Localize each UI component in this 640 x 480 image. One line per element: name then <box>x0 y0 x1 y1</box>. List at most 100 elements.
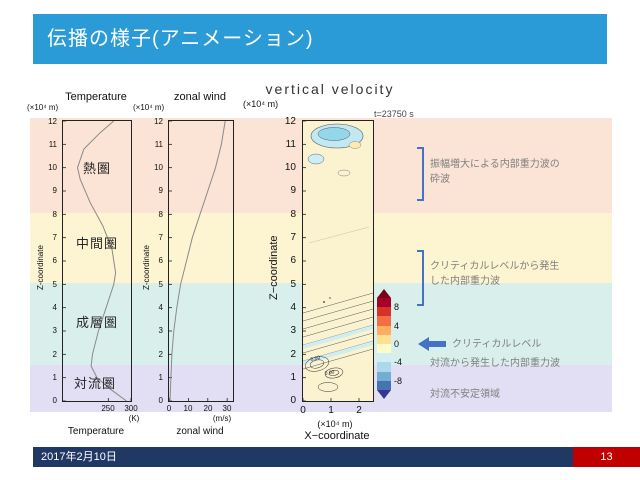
y-tick-label: 12 <box>284 115 296 127</box>
annotation-convection-waves: 対流から発生した内部重力波 <box>430 356 560 371</box>
colorbar-segment <box>377 325 391 335</box>
y-tick-label: 9 <box>158 186 163 196</box>
temperature-x-unit: (K) <box>128 414 140 423</box>
annotation-line: 対流不安定領域 <box>430 389 500 400</box>
vertical-velocity-y-unit: (×10⁴ m) <box>243 99 279 109</box>
y-tick-label: 5 <box>290 278 296 290</box>
x-tick-label: 1 <box>328 405 334 416</box>
slide-title: 伝播の様子(アニメーション) <box>47 28 314 50</box>
y-tick-label: 2 <box>290 348 296 360</box>
y-tick-label: 1 <box>158 373 163 383</box>
contour-label: 0.00 <box>310 355 321 363</box>
y-tick-label: 7 <box>290 232 296 244</box>
bracket-critical-level-waves <box>417 250 424 306</box>
colorbar-segment <box>377 362 391 372</box>
temperature-x-axis-label: Temperature <box>67 426 125 437</box>
colorbar-tick-label: 0 <box>394 338 400 349</box>
x-tick-label: 10 <box>183 404 193 413</box>
vertical-velocity-y-ticks: 12 11 10 9 8 7 6 5 4 3 2 1 0 <box>276 116 296 407</box>
annotation-line: クリティカルレベルから発生 <box>430 261 560 272</box>
annotation-line: クリティカルレベル <box>452 339 542 350</box>
y-tick-label: 7 <box>158 233 163 243</box>
colorbar-bottom-arrow <box>377 390 391 399</box>
page-number: 13 <box>573 447 640 467</box>
colorbar-tick-label: -8 <box>394 375 403 386</box>
colorbar-segment <box>377 298 391 308</box>
y-tick-label: 7 <box>52 233 57 243</box>
colorbar-segment <box>377 380 391 391</box>
y-tick-label: 3 <box>52 326 57 336</box>
y-tick-label: 0 <box>52 396 57 406</box>
temperature-curve <box>63 121 131 401</box>
layer-label-troposphere: 対流圏 <box>74 376 117 391</box>
y-tick-label: 8 <box>52 209 57 219</box>
y-tick-label: 4 <box>290 302 296 314</box>
layer-label-stratosphere: 成層圏 <box>76 315 119 330</box>
contour-label: 0.00 <box>324 369 335 377</box>
y-tick-label: 12 <box>48 116 57 126</box>
y-tick-label: 4 <box>158 303 163 313</box>
annotation-line: 砕波 <box>430 174 450 185</box>
annotation-critical-level-waves: クリティカルレベルから発生 した内部重力波 <box>430 259 559 289</box>
layer-label-thermosphere: 熱圏 <box>83 161 112 176</box>
zonal-wind-y-unit: (×10⁴ m) <box>133 103 165 112</box>
temperature-y-unit: (×10⁴ m) <box>27 103 59 112</box>
y-tick-label: 4 <box>52 303 57 313</box>
zonal-wind-plot-area <box>168 120 234 402</box>
colorbar-segment <box>377 307 391 317</box>
y-tick-label: 11 <box>285 138 296 150</box>
x-tick-label: 0 <box>166 404 172 413</box>
colorbar-segment <box>377 371 391 381</box>
vertical-velocity-plot-title: vertical velocity <box>265 81 395 97</box>
y-tick-label: 11 <box>154 139 163 149</box>
temperature-plot-title: Temperature <box>65 91 127 103</box>
colorbar-segment <box>377 316 391 326</box>
footer-date-bar: 2017年2月10日 <box>33 447 573 467</box>
colorbar-tick-label: -4 <box>394 357 403 368</box>
y-tick-label: 10 <box>154 163 163 173</box>
y-tick-label: 5 <box>158 279 163 289</box>
colorbar-tick-labels: 8 4 0 -4 -8 <box>394 298 416 390</box>
y-tick-label: 1 <box>52 373 57 383</box>
y-tick-label: 11 <box>48 139 57 149</box>
annotation-line: 振幅増大による内部重力波の <box>430 159 560 170</box>
colorbar-segment <box>377 334 391 345</box>
zonal-wind-plot-title: zonal wind <box>174 91 226 103</box>
temperature-y-ticks: 12 11 10 9 8 7 6 5 4 3 2 1 0 <box>39 117 57 406</box>
x-tick-label: 0 <box>300 405 306 416</box>
y-tick-label: 8 <box>158 209 163 219</box>
y-tick-label: 3 <box>290 325 296 337</box>
footer-date: 2017年2月10日 <box>41 451 117 463</box>
colorbar-segment <box>377 353 391 363</box>
layer-label-mesosphere: 中間圏 <box>76 236 119 251</box>
annotation-unstable-region: 対流不安定領域 <box>430 387 500 402</box>
zonal-wind-y-ticks: 12 11 10 9 8 7 6 5 4 3 2 1 0 <box>145 117 163 406</box>
vertical-velocity-plot-area: 0.00 0.00 <box>302 120 374 402</box>
x-tick-label: 2 <box>356 405 362 416</box>
x-tick-label: 250 <box>101 404 115 413</box>
zonal-wind-x-unit: (m/s) <box>212 414 232 423</box>
colorbar-segment <box>377 344 391 354</box>
time-label: t=23750 s <box>374 109 414 119</box>
temperature-plot-area <box>62 120 132 402</box>
slide-title-bar: 伝播の様子(アニメーション) <box>33 14 607 64</box>
zonal-wind-x-axis-label: zonal wind <box>176 426 224 437</box>
annotation-wave-breaking: 振幅増大による内部重力波の 砕波 <box>430 157 560 187</box>
y-tick-label: 6 <box>52 256 57 266</box>
y-tick-label: 10 <box>48 163 57 173</box>
y-tick-label: 10 <box>284 162 296 174</box>
y-tick-label: 9 <box>290 185 296 197</box>
colorbar-body <box>377 298 391 391</box>
annotation-line: した内部重力波 <box>430 276 500 287</box>
colorbar-top-arrow <box>377 289 391 298</box>
y-tick-label: 5 <box>52 279 57 289</box>
y-tick-label: 2 <box>52 349 57 359</box>
y-tick-label: 9 <box>52 186 57 196</box>
y-tick-label: 2 <box>158 349 163 359</box>
y-tick-label: 0 <box>158 396 163 406</box>
annotation-critical-level: クリティカルレベル <box>452 337 541 352</box>
colorbar-tick-label: 8 <box>394 302 400 313</box>
x-tick-label: 300 <box>124 404 138 413</box>
vertical-velocity-x-axis-label: X−coordinate <box>304 430 370 442</box>
